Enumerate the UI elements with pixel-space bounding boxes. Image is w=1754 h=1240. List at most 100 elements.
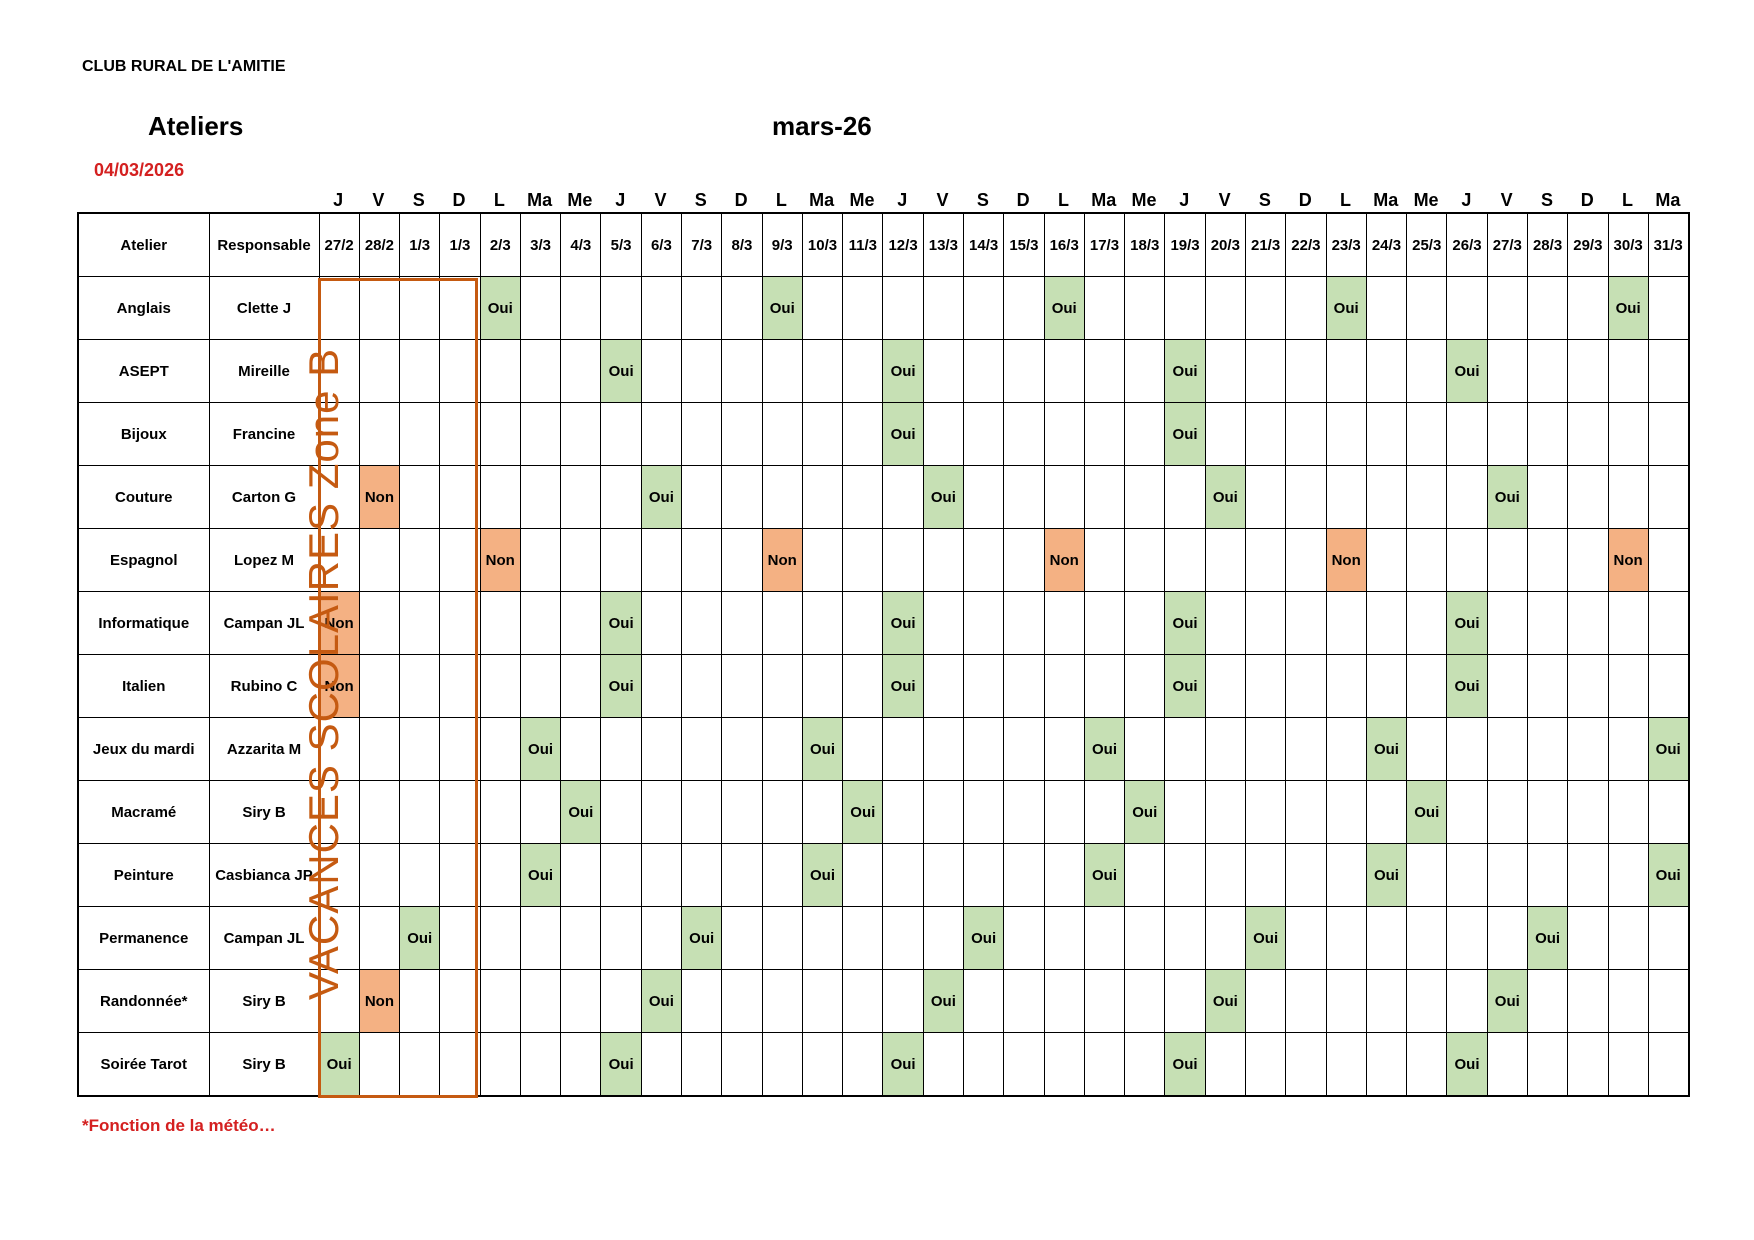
- empty-cell: [922, 843, 965, 907]
- empty-cell: [358, 843, 401, 907]
- empty-cell: [842, 717, 884, 781]
- empty-cell: [1083, 780, 1126, 844]
- empty-cell: [721, 906, 763, 970]
- empty-cell: [1244, 402, 1287, 466]
- status-oui: Oui: [318, 1032, 360, 1097]
- day-letter: V: [372, 190, 385, 210]
- empty-cell: [842, 843, 884, 907]
- status-oui: Oui: [1486, 969, 1528, 1033]
- empty-cell: [1486, 654, 1528, 718]
- empty-cell: [1365, 402, 1408, 466]
- empty-cell: [922, 654, 965, 718]
- empty-cell: [1244, 276, 1287, 340]
- empty-cell: [1486, 717, 1528, 781]
- empty-cell: [1325, 906, 1367, 970]
- empty-cell: [842, 591, 884, 655]
- empty-cell: [761, 843, 803, 907]
- status-oui: Oui: [1204, 465, 1246, 529]
- status-oui: Oui: [640, 465, 683, 529]
- empty-cell: [1567, 780, 1609, 844]
- month-title: mars-26: [772, 111, 872, 141]
- empty-cell: [399, 780, 441, 844]
- empty-cell: [842, 276, 884, 340]
- empty-cell: [962, 843, 1005, 907]
- empty-cell: [1325, 402, 1367, 466]
- empty-cell: [1083, 276, 1126, 340]
- empty-cell: [1446, 906, 1488, 970]
- empty-cell: [1285, 717, 1327, 781]
- header-date: 22/3: [1285, 212, 1327, 277]
- empty-cell: [1607, 591, 1649, 655]
- empty-cell: [358, 1032, 401, 1097]
- status-oui: Oui: [681, 906, 723, 970]
- header-date: 1/3: [399, 212, 441, 277]
- empty-cell: [922, 591, 965, 655]
- empty-cell: [1526, 276, 1569, 340]
- empty-cell: [681, 276, 723, 340]
- status-oui: Oui: [1365, 843, 1408, 907]
- empty-cell: [519, 339, 562, 403]
- empty-cell: [1647, 969, 1690, 1033]
- day-letter: Ma: [1655, 190, 1681, 210]
- status-oui: Oui: [801, 843, 844, 907]
- empty-cell: [479, 465, 521, 529]
- status-oui: Oui: [1526, 906, 1569, 970]
- empty-cell: [1607, 906, 1649, 970]
- table-row: Anglais Clette J Oui Oui Oui Oui Oui: [77, 276, 1690, 340]
- header-date: 18/3: [1124, 212, 1166, 277]
- empty-cell: [1003, 465, 1045, 529]
- empty-cell: [318, 402, 360, 466]
- empty-cell: [399, 654, 441, 718]
- empty-cell: [681, 843, 723, 907]
- empty-cell: [358, 717, 401, 781]
- empty-cell: [560, 654, 602, 718]
- empty-cell: [1244, 591, 1287, 655]
- empty-cell: [801, 339, 844, 403]
- empty-cell: [1124, 339, 1166, 403]
- empty-cell: [1446, 843, 1488, 907]
- empty-cell: [842, 528, 884, 592]
- empty-cell: [1446, 402, 1488, 466]
- empty-cell: [519, 276, 562, 340]
- empty-cell: [1567, 906, 1609, 970]
- empty-cell: [882, 843, 924, 907]
- status-oui: Oui: [1164, 402, 1206, 466]
- empty-cell: [1325, 843, 1367, 907]
- empty-cell: [640, 780, 683, 844]
- empty-cell: [842, 654, 884, 718]
- empty-cell: [1647, 402, 1690, 466]
- empty-cell: [1526, 402, 1569, 466]
- status-oui: Oui: [801, 717, 844, 781]
- empty-cell: [1164, 969, 1206, 1033]
- day-letter: S: [412, 190, 425, 210]
- empty-cell: [1083, 528, 1126, 592]
- empty-cell: [681, 339, 723, 403]
- empty-cell: [1607, 654, 1649, 718]
- empty-cell: [681, 969, 723, 1033]
- empty-cell: [1124, 654, 1166, 718]
- status-oui: Oui: [922, 969, 965, 1033]
- empty-cell: [681, 591, 723, 655]
- empty-cell: [1083, 402, 1126, 466]
- empty-cell: [1486, 906, 1528, 970]
- empty-cell: [640, 906, 683, 970]
- day-letter: J: [333, 190, 344, 210]
- empty-cell: [358, 276, 401, 340]
- responsable-name: Siry B: [208, 969, 320, 1033]
- empty-cell: [1285, 1032, 1327, 1097]
- day-letter: J: [1179, 190, 1190, 210]
- empty-cell: [1567, 528, 1609, 592]
- empty-cell: [600, 717, 642, 781]
- empty-cell: [1607, 780, 1649, 844]
- responsable-name: Mireille: [208, 339, 320, 403]
- empty-cell: [439, 717, 481, 781]
- empty-cell: [1043, 1032, 1085, 1097]
- header-date: 29/3: [1567, 212, 1609, 277]
- empty-cell: [1285, 591, 1327, 655]
- empty-cell: [358, 906, 401, 970]
- empty-cell: [640, 276, 683, 340]
- status-oui: Oui: [882, 339, 924, 403]
- empty-cell: [560, 276, 602, 340]
- empty-cell: [1285, 906, 1327, 970]
- empty-cell: [439, 465, 481, 529]
